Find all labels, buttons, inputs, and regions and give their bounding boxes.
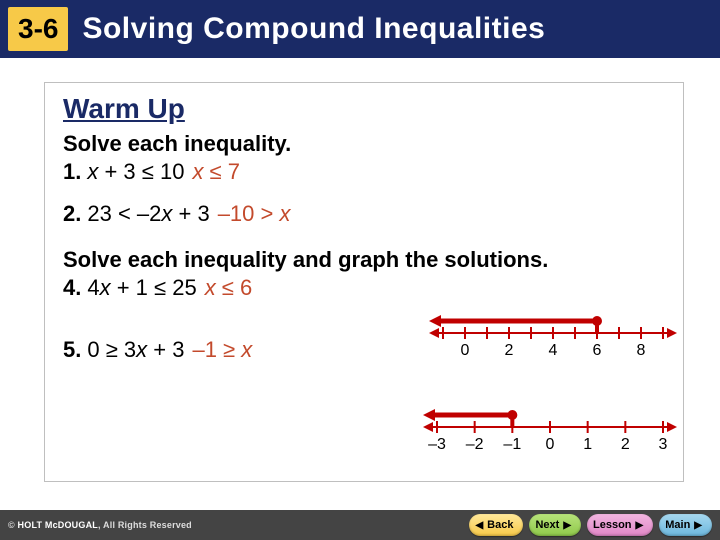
numberline-problem-5: –3 –2 –1 0 1 2 3: [421, 409, 679, 459]
problem-number: 2.: [63, 201, 81, 227]
page-title: Solving Compound Inequalities: [82, 12, 545, 46]
nav-label: Main: [665, 519, 690, 531]
problem-answer: –1 ≥ x: [192, 337, 252, 363]
nav-label: Next: [535, 519, 559, 531]
problem-expression: 4x + 1 ≤ 25: [87, 275, 196, 301]
nav-label: Back: [487, 519, 513, 531]
svg-text:3: 3: [659, 436, 668, 453]
slide-body: Warm Up Solve each inequality. 1. x + 3 …: [44, 82, 684, 482]
svg-text:8: 8: [637, 342, 646, 359]
svg-text:4: 4: [549, 342, 558, 359]
svg-text:0: 0: [546, 436, 555, 453]
header-bar: 3-6 Solving Compound Inequalities: [0, 0, 720, 58]
triangle-right-icon: ▶: [636, 520, 644, 531]
triangle-left-icon: ◀: [475, 520, 483, 531]
svg-text:–2: –2: [466, 436, 484, 453]
svg-text:2: 2: [621, 436, 630, 453]
problem-number: 4.: [63, 275, 81, 301]
problem-answer: –10 > x: [218, 201, 291, 227]
svg-text:0: 0: [461, 342, 470, 359]
problem-4: 4. 4x + 1 ≤ 25 x ≤ 6: [63, 275, 665, 301]
problem-number: 1.: [63, 159, 81, 185]
svg-text:1: 1: [583, 436, 592, 453]
problem-answer: x ≤ 6: [205, 275, 253, 301]
copyright-text: © HOLT McDOUGAL, All Rights Reserved: [8, 520, 192, 530]
back-button[interactable]: ◀ Back: [469, 514, 523, 536]
problem-2: 2. 23 < –2x + 3 –10 > x: [63, 201, 665, 227]
problem-answer: x ≤ 7: [192, 159, 240, 185]
triangle-right-icon: ▶: [694, 520, 702, 531]
problem-number: 5.: [63, 337, 81, 363]
svg-text:–1: –1: [503, 436, 521, 453]
lesson-badge: 3-6: [8, 7, 68, 51]
footer-bar: © HOLT McDOUGAL, All Rights Reserved ◀ Ba…: [0, 510, 720, 540]
warmup-heading: Warm Up: [63, 93, 665, 125]
instruction-2: Solve each inequality and graph the solu…: [63, 247, 583, 273]
nav-label: Lesson: [593, 519, 632, 531]
next-button[interactable]: Next ▶: [529, 514, 581, 536]
triangle-right-icon: ▶: [563, 520, 571, 531]
svg-text:–3: –3: [428, 436, 446, 453]
problem-expression: 0 ≥ 3x + 3: [87, 337, 184, 363]
lesson-button[interactable]: Lesson ▶: [587, 514, 653, 536]
main-button[interactable]: Main ▶: [659, 514, 712, 536]
svg-text:6: 6: [593, 342, 602, 359]
instruction-1: Solve each inequality.: [63, 131, 665, 157]
numberline-problem-4: 0 2 4 6 8: [427, 315, 679, 365]
problem-expression: x + 3 ≤ 10: [87, 159, 184, 185]
problem-expression: 23 < –2x + 3: [87, 201, 209, 227]
problem-1: 1. x + 3 ≤ 10 x ≤ 7: [63, 159, 665, 185]
svg-text:2: 2: [505, 342, 514, 359]
